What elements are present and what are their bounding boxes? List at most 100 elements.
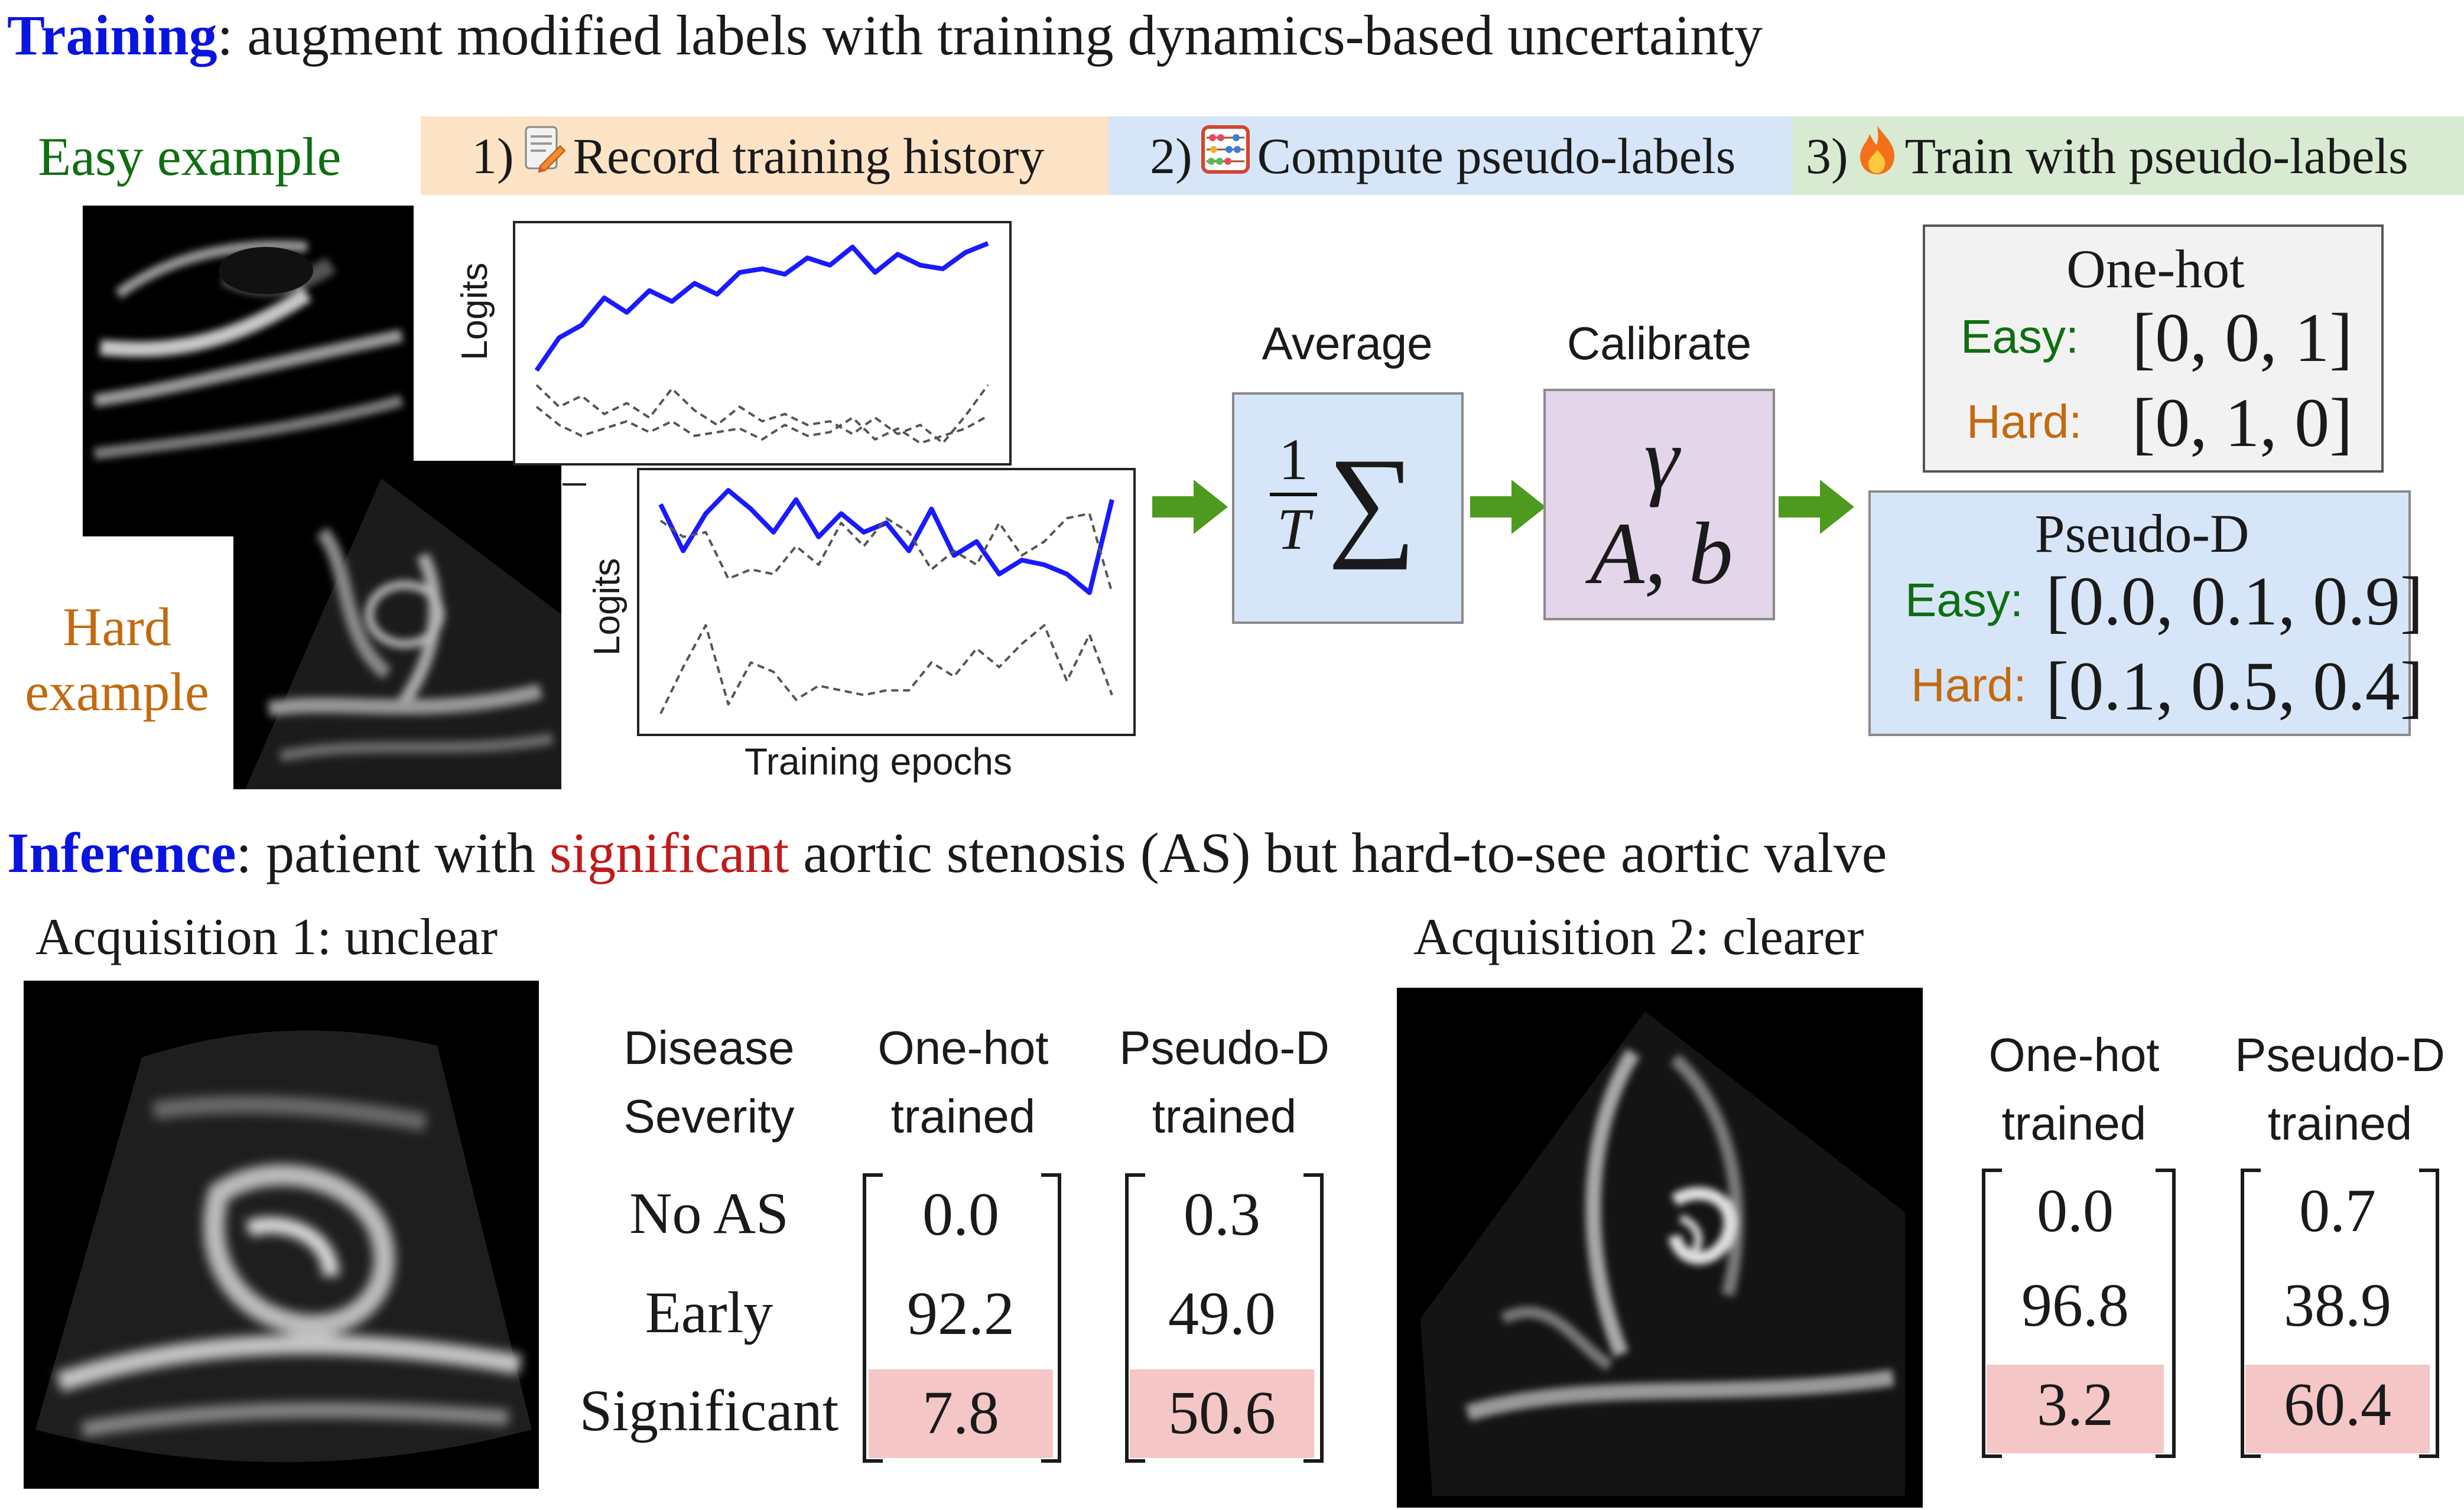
row-label-no-as: No AS [629,1180,789,1246]
step-1-banner: 1) Record training history [421,116,1109,195]
calibrate-box: γ A, b [1543,389,1775,620]
acq2-onehot-significant-highlight [1987,1365,2164,1453]
pseudo-hard-value: [0.1, 0.5, 0.4] [2046,647,2424,725]
acq2-onehot-bracket-right [2156,1169,2176,1458]
acq1-ultrasound [24,981,539,1489]
hard-example-ultrasound [233,461,561,789]
abacus-icon [1201,125,1250,187]
inference-text-2: aortic stenosis (AS) but hard-to-see aor… [789,821,1887,884]
row-label-significant: Significant [579,1378,839,1443]
easy-plot-series-other-1 [535,384,989,444]
easy-plot-ylabel: Logits [454,262,495,360]
hard-plot-xlabel: Training epochs [745,740,1012,783]
acq1-onehot-early: 92.2 [907,1280,1015,1348]
acq1-pseudo-header-2: trained [1152,1090,1297,1143]
acq1-pseudo-bracket-left [1125,1173,1145,1463]
acq1-pseudo-header-1: Pseudo-D [1119,1021,1329,1074]
hard-example-line1: Hard [63,597,171,657]
pseudo-hard-label: Hard: [1911,659,2027,711]
acq1-severity-header-1: Disease [623,1021,795,1074]
inference-text-1: : patient with [236,821,550,884]
acq2-onehot-header: One-hot trained [1956,1021,2192,1158]
acq1-onehot-header-1: One-hot [877,1021,1049,1074]
onehot-hard-label: Hard: [1966,395,2082,448]
acq2-pseudo-header-1: Pseudo-D [2235,1029,2445,1081]
acq1-pseudo-significant: 50.6 [1168,1379,1276,1447]
easy-plot-series-other-2 [535,405,989,444]
inference-heading: Inference: patient with significant aort… [7,825,1887,881]
fire-icon [1857,123,1898,188]
pseudo-title: Pseudo-D [2034,503,2250,564]
step-1-label: Record training history [573,127,1045,184]
training-heading-text: : augment modified labels with training … [217,4,1763,67]
acq1-severity-header: Disease Severity [591,1014,827,1151]
acq2-onehot-header-1: One-hot [1988,1029,2160,1081]
acq1-onehot-significant-highlight [869,1369,1053,1458]
acq2-ultrasound [1397,988,1923,1508]
inference-highlight: significant [550,821,789,884]
acq2-pseudo-bracket-right [2419,1169,2439,1458]
step-2-banner: 2) Compute pseudo-labels [1109,116,1792,195]
onehot-title: One-hot [2066,239,2245,299]
hard-example-line2: example [25,662,209,723]
row-label-early: Early [645,1280,773,1345]
acq2-pseudo-header-2: trained [2267,1097,2413,1150]
easy-plot-series-target [534,241,989,372]
average-label: Average [1262,317,1433,369]
average-frac-num: 1 [1279,427,1308,492]
acq1-pseudo-significant-highlight [1130,1369,1314,1458]
onehot-hard-value: [0, 1, 0] [2132,384,2353,461]
acq2-pseudo-significant-highlight [2245,1365,2430,1453]
hard-plot-series-target [658,488,1114,595]
calibrate-gamma: γ [1644,410,1679,508]
acq2-onehot-bracket-left [1982,1169,2002,1458]
onehot-labels-box: One-hot Easy: [0, 0, 1] Hard: [0, 1, 0] [1923,224,2384,473]
step-1-number: 1) [472,127,514,184]
average-frac-bar [1270,493,1317,496]
easy-example-label: Easy example [38,126,342,187]
step-3-banner: 3) Train with pseudo-labels [1792,116,2464,195]
acq1-pseudo-bracket-right [1303,1173,1324,1463]
acq2-title: Acquisition 2: clearer [1413,909,1864,966]
acq2-pseudo-header: Pseudo-D trained [2222,1021,2458,1158]
acq1-onehot-no-as: 0.0 [922,1180,999,1248]
acq2-pseudo-bracket-left [2241,1169,2261,1458]
acq1-pseudo-early: 49.0 [1168,1280,1276,1348]
average-frac-den: T [1277,496,1310,562]
acq2-pseudo-no-as: 0.7 [2299,1177,2376,1245]
pseudo-easy-label: Easy: [1905,574,2024,626]
hard-plot-ylabel: Logits [587,558,628,656]
arrow-to-average-icon [1152,480,1228,534]
acq1-pseudo-header: Pseudo-D trained [1106,1014,1342,1151]
average-box: 1 T ∑ [1232,392,1464,624]
acq1-onehot-bracket-left [863,1173,883,1463]
acq1-onehot-header-2: trained [890,1090,1036,1143]
acq1-onehot-bracket-right [1041,1173,1061,1463]
hard-plot-series-other-1 [659,512,1113,593]
step-3-label: Train with pseudo-labels [1904,127,2408,184]
acq1-pseudo-no-as: 0.3 [1184,1180,1260,1248]
easy-plot-axis-tick [563,483,586,486]
acq1-onehot-header: One-hot trained [845,1014,1081,1151]
average-fraction: 1 T [1270,430,1317,559]
hard-example-label: Hard example [17,594,217,725]
acq2-pseudo-significant: 60.4 [2284,1371,2391,1439]
acq2-onehot-no-as: 0.0 [2037,1177,2114,1245]
arrow-to-calibrate-icon [1470,480,1546,534]
easy-logits-plot [513,221,1012,466]
pseudo-labels-box: Pseudo-D Easy: [0.0, 0.1, 0.9] Hard: [0.… [1868,490,2423,736]
acq2-onehot-early: 96.8 [2021,1271,2129,1339]
average-sum: ∑ [1328,433,1416,570]
acq1-severity-header-2: Severity [623,1090,795,1143]
step-2-label: Compute pseudo-labels [1257,127,1736,184]
inference-keyword: Inference [7,821,236,884]
step-2-number: 2) [1150,127,1192,184]
acq2-onehot-header-2: trained [2001,1097,2147,1150]
arrow-to-labels-icon [1779,480,1854,534]
step-3-number: 3) [1806,127,1848,184]
memo-icon [522,125,566,187]
training-heading: Training: augment modified labels with t… [7,7,1763,64]
onehot-easy-value: [0, 0, 1] [2132,299,2353,376]
hard-plot-series-other-2 [659,624,1113,714]
calibrate-label: Calibrate [1566,317,1752,369]
